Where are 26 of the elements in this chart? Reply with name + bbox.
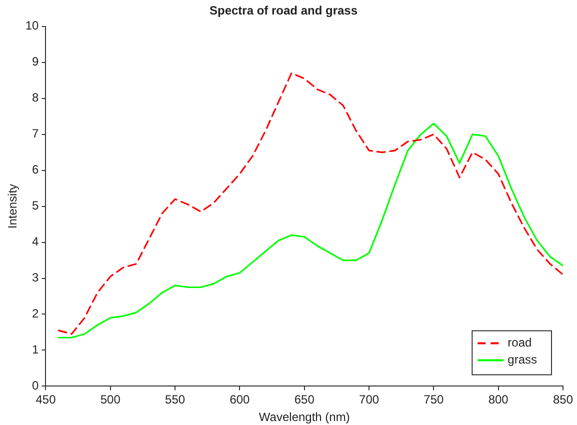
y-tick-label: 5 — [32, 198, 40, 213]
x-tick-label: 500 — [100, 392, 121, 407]
chart-title: Spectra of road and grass — [209, 4, 358, 18]
legend-label: grass — [508, 352, 537, 367]
y-axis-title: Intensity — [6, 184, 20, 229]
x-tick-label: 450 — [36, 392, 56, 407]
legend-label: road — [508, 336, 532, 350]
y-tick-label: 4 — [32, 234, 40, 249]
x-tick-label: 750 — [424, 392, 444, 407]
line-series — [58, 72, 563, 335]
y-tick-label: 7 — [32, 126, 40, 141]
y-tick-label: 0 — [32, 378, 40, 393]
y-tick-label: 1 — [32, 342, 40, 357]
y-tick-label: 10 — [25, 18, 40, 33]
x-tick-label: 650 — [294, 392, 315, 407]
x-tick-label: 600 — [230, 392, 250, 407]
y-tick-label: 6 — [32, 162, 40, 177]
x-tick-label: 800 — [488, 392, 509, 407]
y-tick-label: 3 — [32, 270, 40, 285]
y-tick-label: 8 — [32, 90, 40, 105]
y-tick-label: 9 — [32, 54, 40, 69]
x-tick-label: 700 — [359, 392, 380, 407]
x-axis-title: Wavelength (nm) — [258, 410, 350, 424]
x-tick-label: 550 — [165, 392, 186, 407]
x-tick-label: 850 — [552, 392, 574, 407]
y-tick-label: 2 — [32, 306, 40, 321]
